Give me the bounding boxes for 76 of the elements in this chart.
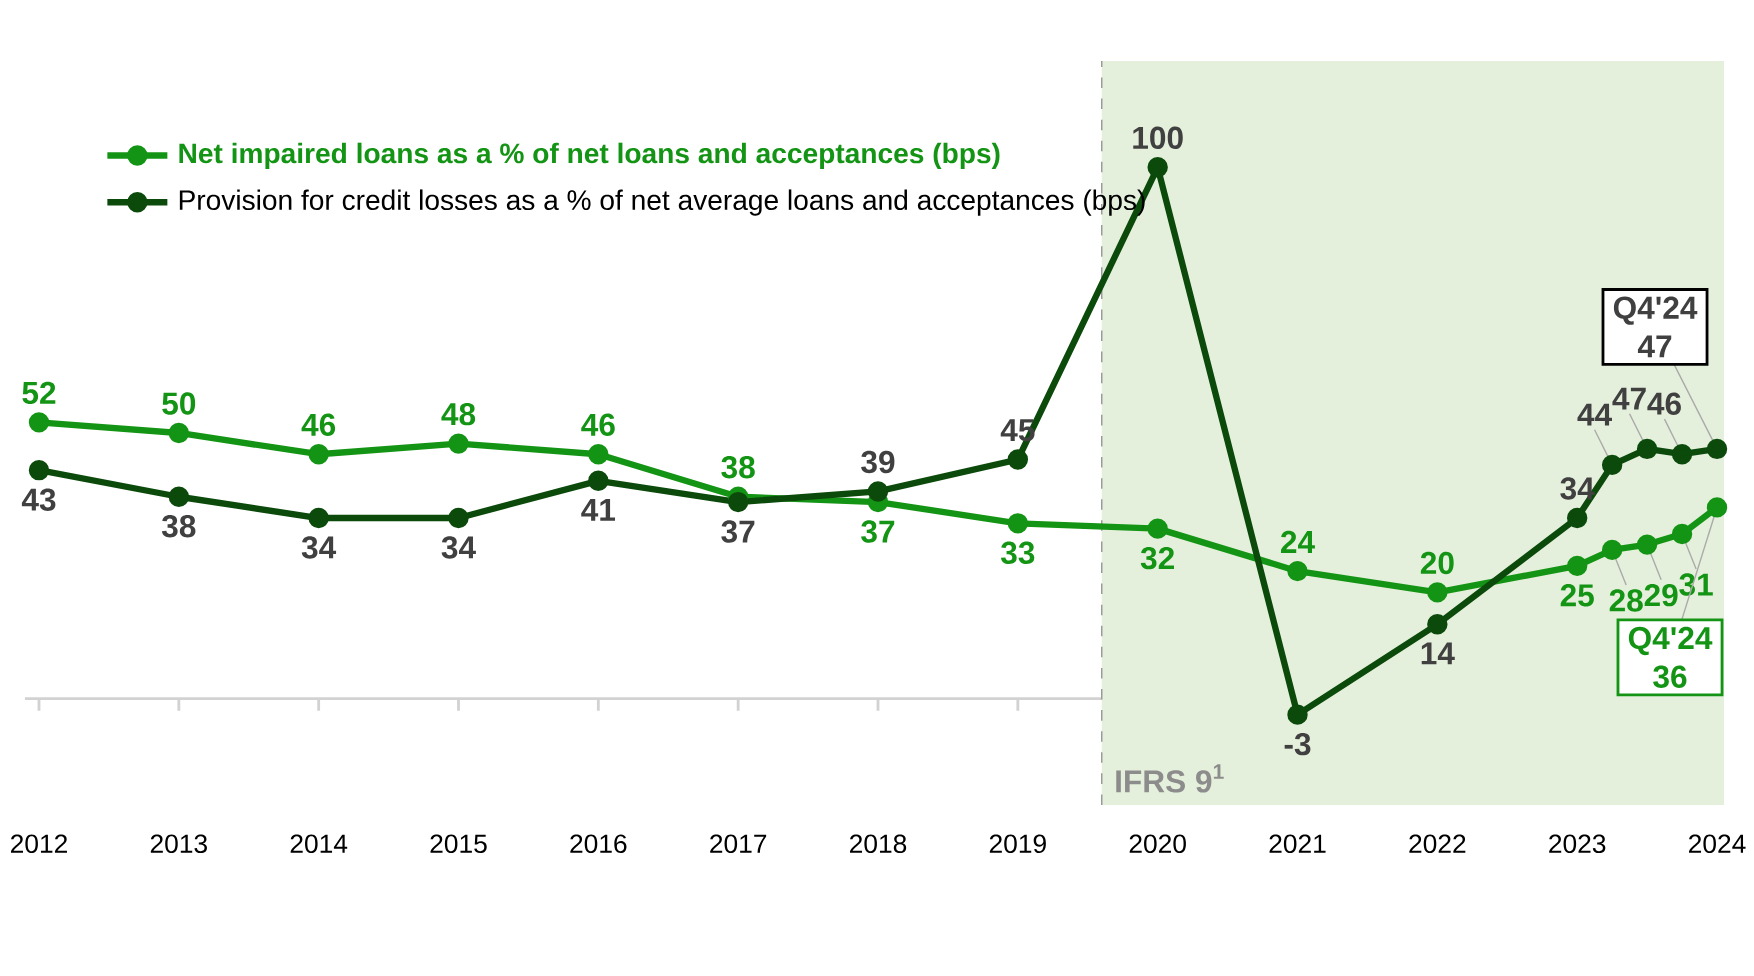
point [588,444,609,465]
data-label: 34 [301,536,337,559]
data-label: 41 [581,499,616,521]
point [448,433,469,454]
data-label: 33 [1000,541,1035,565]
x-tick-label: 2021 [1269,834,1326,854]
data-label: 38 [721,456,755,479]
point [28,412,50,433]
point [727,491,749,513]
data-label: 50 [162,392,196,415]
point [1706,438,1728,460]
data-label: 38 [161,515,196,538]
x-tick-label: 2019 [989,834,1046,854]
point [1636,534,1658,555]
point [1706,497,1728,518]
point [1427,614,1448,635]
data-label: 31 [1679,573,1713,596]
data-label: 28 [1609,589,1643,612]
point [1147,518,1168,539]
data-label: 100 [1133,126,1183,150]
point [168,422,190,444]
point [28,459,50,481]
point [1147,157,1168,178]
x-tick-label: 2017 [710,834,767,854]
data-label: 48 [441,402,476,426]
point [168,486,190,507]
x-tick-label: 2012 [10,834,67,854]
x-tick-label: 2024 [1689,834,1746,854]
data-label: 39 [861,450,895,474]
annotation: Q4'24 36 [1628,626,1713,688]
data-label: 25 [1560,584,1594,607]
x-tick-label: 2023 [1549,834,1606,854]
point [1007,513,1029,534]
point [308,444,329,465]
point [1566,555,1588,577]
data-label: 46 [1647,392,1681,415]
x-tick-label: 2022 [1409,834,1466,854]
data-label: 32 [1140,546,1174,570]
point [1007,449,1029,470]
x-tick-label: 2013 [150,834,207,854]
point [308,507,329,529]
data-label: 14 [1421,642,1455,665]
point [1601,454,1623,476]
x-tick-label: 2015 [430,834,487,854]
point [1287,704,1308,725]
data-label: 43 [21,488,56,511]
data-label: 34 [1560,477,1595,500]
data-label: 46 [581,413,615,436]
data-label: 47 [1612,387,1646,410]
data-label: 29 [1644,583,1678,607]
data-label: 34 [441,536,476,559]
data-label: 37 [861,520,895,543]
data-label: 46 [301,413,336,436]
data-label: 44 [1577,403,1612,426]
x-tick-label: 2016 [570,834,627,854]
point [1671,523,1693,545]
data-label: 52 [22,381,56,405]
x-tick-label: 2014 [290,834,348,854]
point [1287,560,1308,582]
point [1601,539,1623,561]
point [1566,507,1588,529]
x-tick-label: 2018 [850,834,907,854]
band-label: IFRS 9$^{1}$ [1116,764,1224,793]
data-label: 20 [1420,551,1454,575]
data-label: 24 [1281,530,1315,553]
point [1671,444,1693,465]
point [1636,438,1658,460]
x-tick-label: 2020 [1129,834,1186,854]
point [588,470,609,492]
legend-label: Net impaired loans as a % of net loans and acceptances (bps) [179,142,1000,169]
point [867,481,889,502]
data-label: -3 [1284,732,1311,756]
point [1427,582,1448,603]
data-label: 37 [721,520,755,543]
annotation: Q4'24 47 [1613,296,1698,358]
point [448,507,469,529]
